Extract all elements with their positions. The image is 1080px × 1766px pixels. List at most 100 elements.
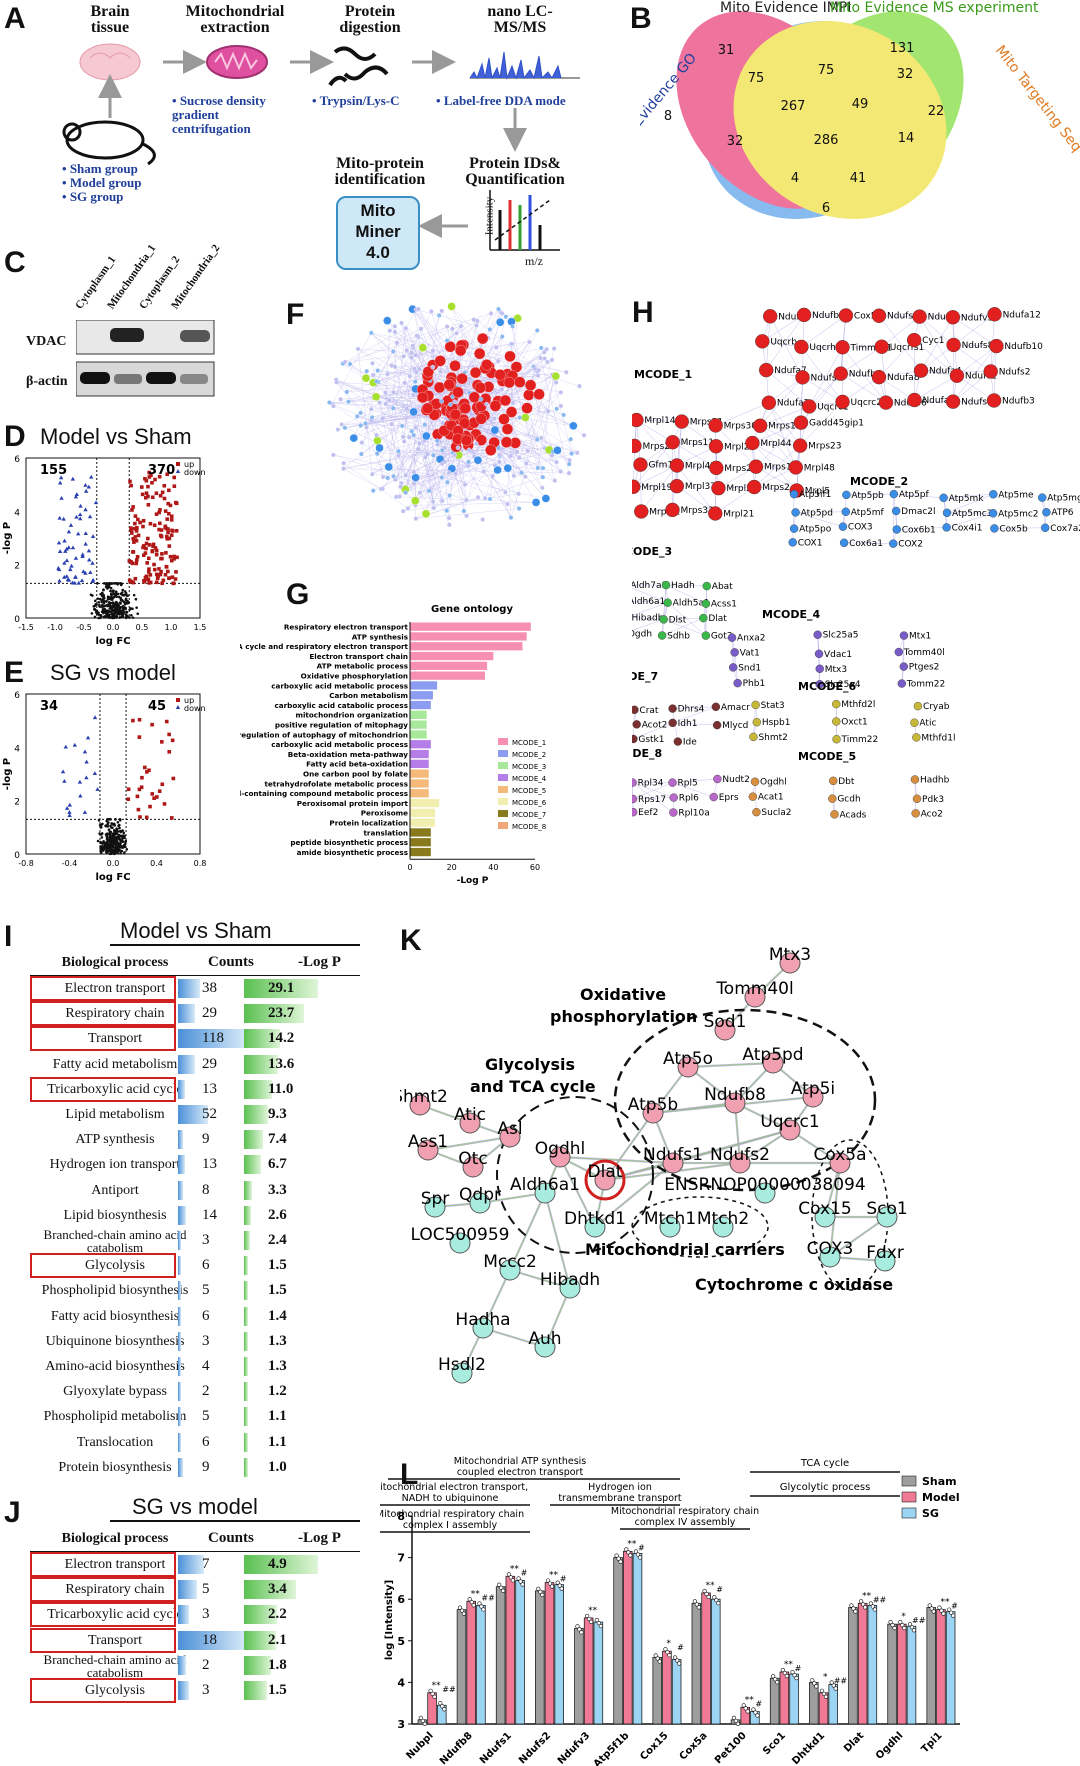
network-node [581,432,587,438]
network-edge [329,402,484,472]
l-bar [515,1580,525,1725]
network-edge [385,311,432,405]
go-legend-label: MCODE_7 [512,811,546,819]
network-node [498,413,510,425]
network-node [395,448,401,454]
down-point [62,538,67,543]
network-node [554,459,559,465]
cluster-node [791,508,800,517]
network-node [468,391,481,403]
cluster-node [983,364,998,379]
network-edge [509,330,538,357]
highlight-box [30,1678,176,1703]
up-point [141,518,146,523]
l-dot [477,1601,482,1606]
cluster-edge [752,442,797,491]
l-dot [833,1686,838,1691]
down-point [78,793,83,798]
cluster-node [871,308,887,323]
count-bar [178,1281,181,1301]
x-axis-label: log FC [95,636,130,647]
data-point [115,615,118,619]
l-annotation: transmembrane transport [558,1493,682,1504]
cluster-gene-label: Mrps17 [764,463,797,473]
go-x-tick: 40 [488,863,498,872]
table-row: Transport 118 14.2 [30,1026,360,1051]
up-point [136,807,141,812]
up-point [170,529,175,533]
cluster-node [796,307,812,323]
network-node [444,324,450,329]
k-node [659,1216,681,1238]
venn-count: 75 [748,71,765,86]
down-point [95,787,100,791]
data-point [106,825,110,828]
cluster-gene-label: Tomm22 [906,680,945,690]
logp-bar [244,1180,253,1200]
logp-bar [244,1555,319,1574]
l-dot [508,1575,513,1580]
cluster-node [669,793,678,802]
l-category-label: Atp5f1b [592,1730,632,1766]
cluster-edge [946,513,994,528]
venn-count: 22 [928,104,945,119]
l-bar [652,1657,662,1725]
up-point [170,738,175,743]
table-row: ATP synthesis 9 7.4 [30,1127,360,1152]
l-legend-swatch [901,1507,917,1519]
cluster-node [673,737,683,746]
l-bar [711,1598,721,1725]
l-dot [577,1627,582,1632]
go-category-label: The TCA cycle and respiratory electron t… [240,642,409,651]
data-point [124,597,128,601]
network-edge [391,375,428,425]
data-point [107,849,111,852]
down-point [84,759,89,764]
network-edge [489,476,493,500]
quantification-icon [489,190,560,251]
network-node [516,491,521,497]
cluster-node [752,418,768,433]
network-node [474,382,486,394]
l-bar [887,1623,897,1725]
cluster-node [748,459,764,474]
down-point [89,474,94,479]
go-legend-swatch [498,786,508,793]
cluster-node [729,663,738,672]
go-category-label: Beta-oxidation meta-pathway [288,750,409,759]
k-node [642,1102,664,1124]
table-row: Respiratory chain 29 23.7 [30,1001,360,1026]
row-logp: 3.4 [268,1581,287,1598]
data-point [109,840,112,843]
cluster-node [833,366,848,381]
cluster-gene-label: Atp5po [799,525,832,535]
logp-bar [244,1004,305,1024]
logp-bar [244,979,318,998]
data-point [117,824,120,828]
logp-bar [244,1655,272,1675]
network-node [384,462,393,472]
network-node [503,314,509,320]
l-sig: # [560,1575,567,1584]
up-point [134,529,139,533]
legend-down-label: down [184,704,206,713]
data-point [122,600,126,604]
cluster-node [815,664,824,673]
cluster-edge [952,371,991,402]
up-point [169,518,174,522]
down-point [90,534,96,538]
logp-bar [244,1256,248,1276]
data-point [100,600,103,604]
network-node [383,316,392,325]
k-edge [594,1162,674,1228]
cluster-node [897,679,907,688]
network-node [339,422,345,427]
row-logp: 6.7 [268,1156,287,1173]
cluster-edge [809,347,843,407]
cluster-node [759,362,774,378]
up-point [169,533,174,537]
data-point [96,839,100,843]
network-edge [415,508,520,519]
up-point [129,560,133,564]
l-dot [902,1626,907,1631]
